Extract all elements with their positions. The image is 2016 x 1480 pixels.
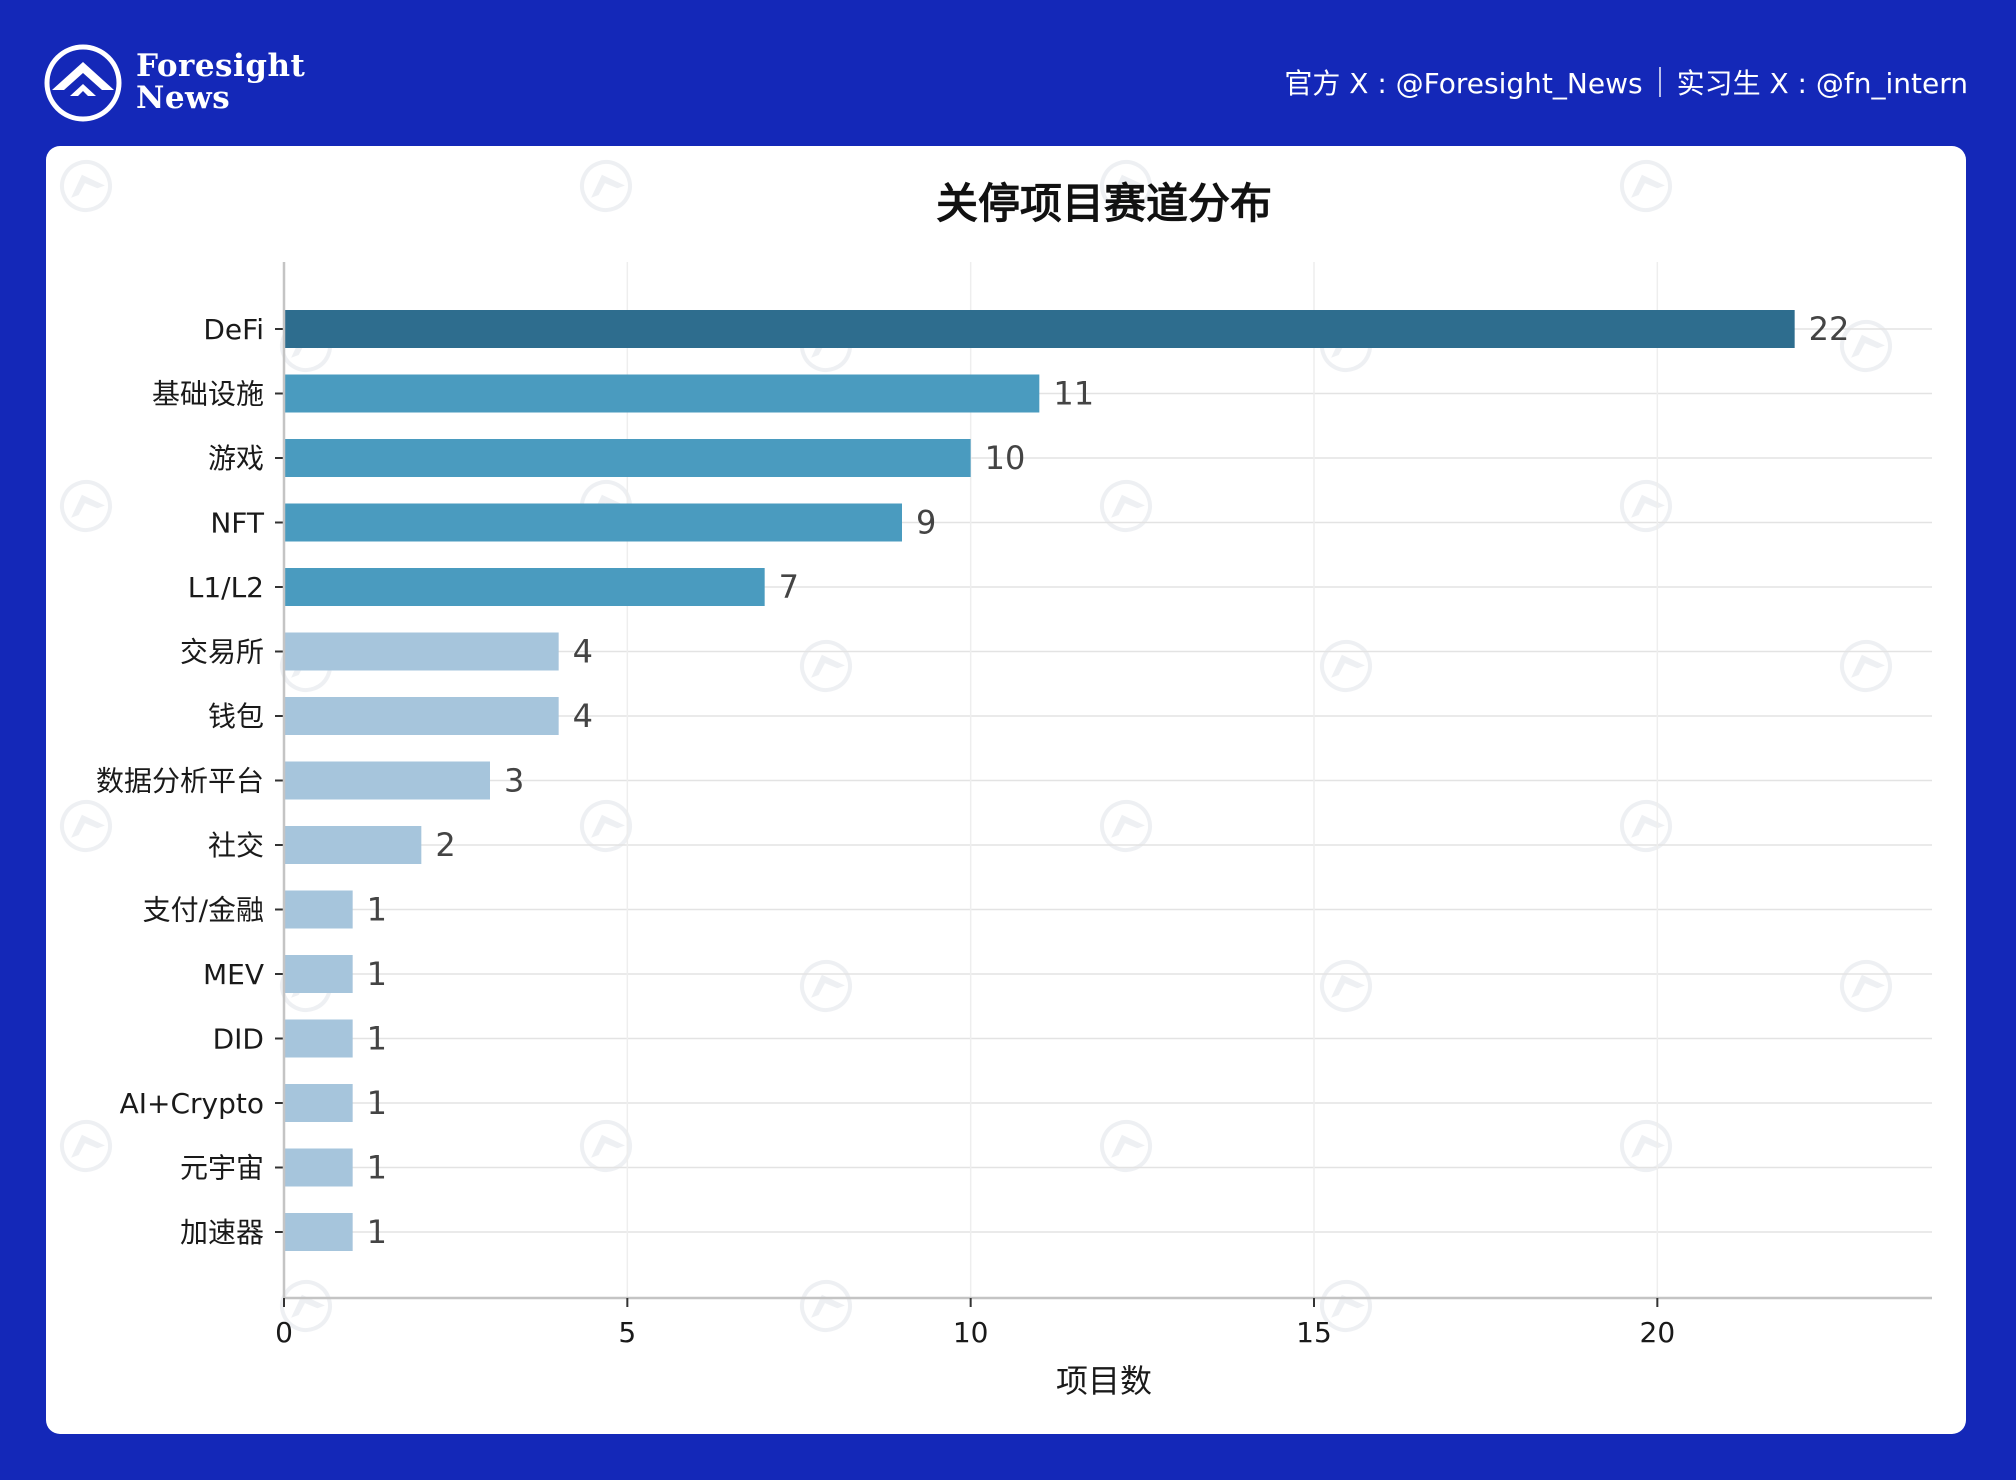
intern-handle: 实习生 X : @fn_intern xyxy=(1676,67,1968,100)
category-label: 支付/金融 xyxy=(143,894,264,927)
bar-4 xyxy=(284,568,765,606)
x-tick-label: 15 xyxy=(1296,1316,1332,1349)
watermark-logo xyxy=(1840,640,1892,692)
category-label: AI+Crypto xyxy=(120,1087,264,1120)
bar-1 xyxy=(284,374,1040,413)
bar-value-label: 4 xyxy=(573,633,593,671)
category-label: L1/L2 xyxy=(188,571,264,604)
bar-value-label: 9 xyxy=(916,504,936,542)
watermark-logo xyxy=(580,800,632,852)
bar-value-label: 10 xyxy=(985,439,1026,477)
watermark-logo xyxy=(1620,1120,1672,1172)
watermark-logo xyxy=(60,1120,112,1172)
bar-chart: 22DeFi11基础设施10游戏9NFT7L1/L24交易所4钱包3数据分析平台… xyxy=(60,160,1932,1400)
bar-value-label: 1 xyxy=(367,955,387,993)
x-tick-label: 5 xyxy=(618,1316,636,1349)
category-label: 基础设施 xyxy=(152,378,264,411)
category-label: DID xyxy=(213,1023,264,1056)
watermark-logo xyxy=(580,160,632,212)
watermark-logo xyxy=(800,1280,852,1332)
axes: 0 5 10 15 20 xyxy=(275,262,1932,1349)
watermark-logo xyxy=(1840,320,1892,372)
category-label: 游戏 xyxy=(208,442,264,475)
watermark-logo xyxy=(60,160,112,212)
brand-line-2: News xyxy=(136,80,231,116)
bar-value-label: 1 xyxy=(367,1084,387,1122)
watermark-logo xyxy=(1620,160,1672,212)
category-label: 元宇宙 xyxy=(180,1152,264,1185)
bar-14 xyxy=(284,1213,353,1251)
bar-value-label: 2 xyxy=(435,826,455,864)
watermark-logo xyxy=(1100,1120,1152,1172)
brand-name: Foresight News xyxy=(136,50,305,114)
category-label: 加速器 xyxy=(180,1216,264,1249)
x-axis-label: 项目数 xyxy=(1056,1362,1152,1400)
bar-11 xyxy=(284,1019,353,1058)
watermark-logo xyxy=(60,800,112,852)
chart-title: 关停项目赛道分布 xyxy=(936,179,1272,228)
category-label: DeFi xyxy=(203,313,264,346)
bar-8 xyxy=(284,826,422,864)
bar-value-label: 1 xyxy=(367,1020,387,1058)
bar-value-label: 4 xyxy=(573,697,593,735)
bar-0 xyxy=(284,310,1795,348)
category-label: 社交 xyxy=(208,829,264,862)
watermark-logo xyxy=(1100,480,1152,532)
bar-5 xyxy=(284,632,559,671)
bar-value-label: 11 xyxy=(1053,375,1094,413)
watermark-logo xyxy=(1320,640,1372,692)
watermark-logo xyxy=(1620,800,1672,852)
bars: 22DeFi11基础设施10游戏9NFT7L1/L24交易所4钱包3数据分析平台… xyxy=(96,310,1849,1251)
bar-9 xyxy=(284,890,353,929)
bar-2 xyxy=(284,439,971,477)
bar-value-label: 1 xyxy=(367,891,387,929)
bar-value-label: 1 xyxy=(367,1149,387,1187)
watermark-logo xyxy=(1620,480,1672,532)
official-handle: 官方 X : @Foresight_News xyxy=(1284,67,1643,100)
watermark-logo xyxy=(800,640,852,692)
brand-line-1: Foresight xyxy=(136,48,306,84)
watermark-logo xyxy=(1100,160,1152,212)
bar-value-label: 7 xyxy=(779,568,799,606)
grid-lines xyxy=(284,262,1932,1298)
category-label: 交易所 xyxy=(180,636,264,669)
x-tick-label: 10 xyxy=(953,1316,989,1349)
bar-3 xyxy=(284,503,902,542)
x-tick-label: 0 xyxy=(275,1316,293,1349)
bar-value-label: 3 xyxy=(504,762,524,800)
bar-12 xyxy=(284,1084,353,1122)
bar-value-label: 1 xyxy=(367,1213,387,1251)
x-tick-label: 20 xyxy=(1640,1316,1676,1349)
social-handles: 官方 X : @Foresight_News 实习生 X : @fn_inter… xyxy=(1284,62,1968,102)
category-label: 数据分析平台 xyxy=(96,765,264,798)
watermark-logo xyxy=(580,1120,632,1172)
bar-7 xyxy=(284,761,490,800)
category-label: 钱包 xyxy=(208,700,264,733)
watermark-logo xyxy=(800,960,852,1012)
watermark-logo xyxy=(1320,960,1372,1012)
category-label: MEV xyxy=(203,958,264,991)
chart-card: 22 DeFi 11 基础设施 10 游戏 9 NFT 7 L1/L2 4 交易所 4 钱包 3 数据分析平台… xyxy=(46,146,1966,1434)
bar-13 xyxy=(284,1148,353,1187)
handle-separator xyxy=(1658,67,1661,97)
watermark-logo xyxy=(1100,800,1152,852)
foresight-mountain-icon xyxy=(44,44,122,122)
category-label: NFT xyxy=(210,507,265,540)
bar-6 xyxy=(284,697,559,735)
watermark-logo xyxy=(1840,960,1892,1012)
bar-value-label: 22 xyxy=(1809,310,1850,348)
header: Foresight News 官方 X : @Foresight_News 实习… xyxy=(0,0,2016,145)
watermark-logo xyxy=(60,480,112,532)
bar-10 xyxy=(284,955,353,993)
